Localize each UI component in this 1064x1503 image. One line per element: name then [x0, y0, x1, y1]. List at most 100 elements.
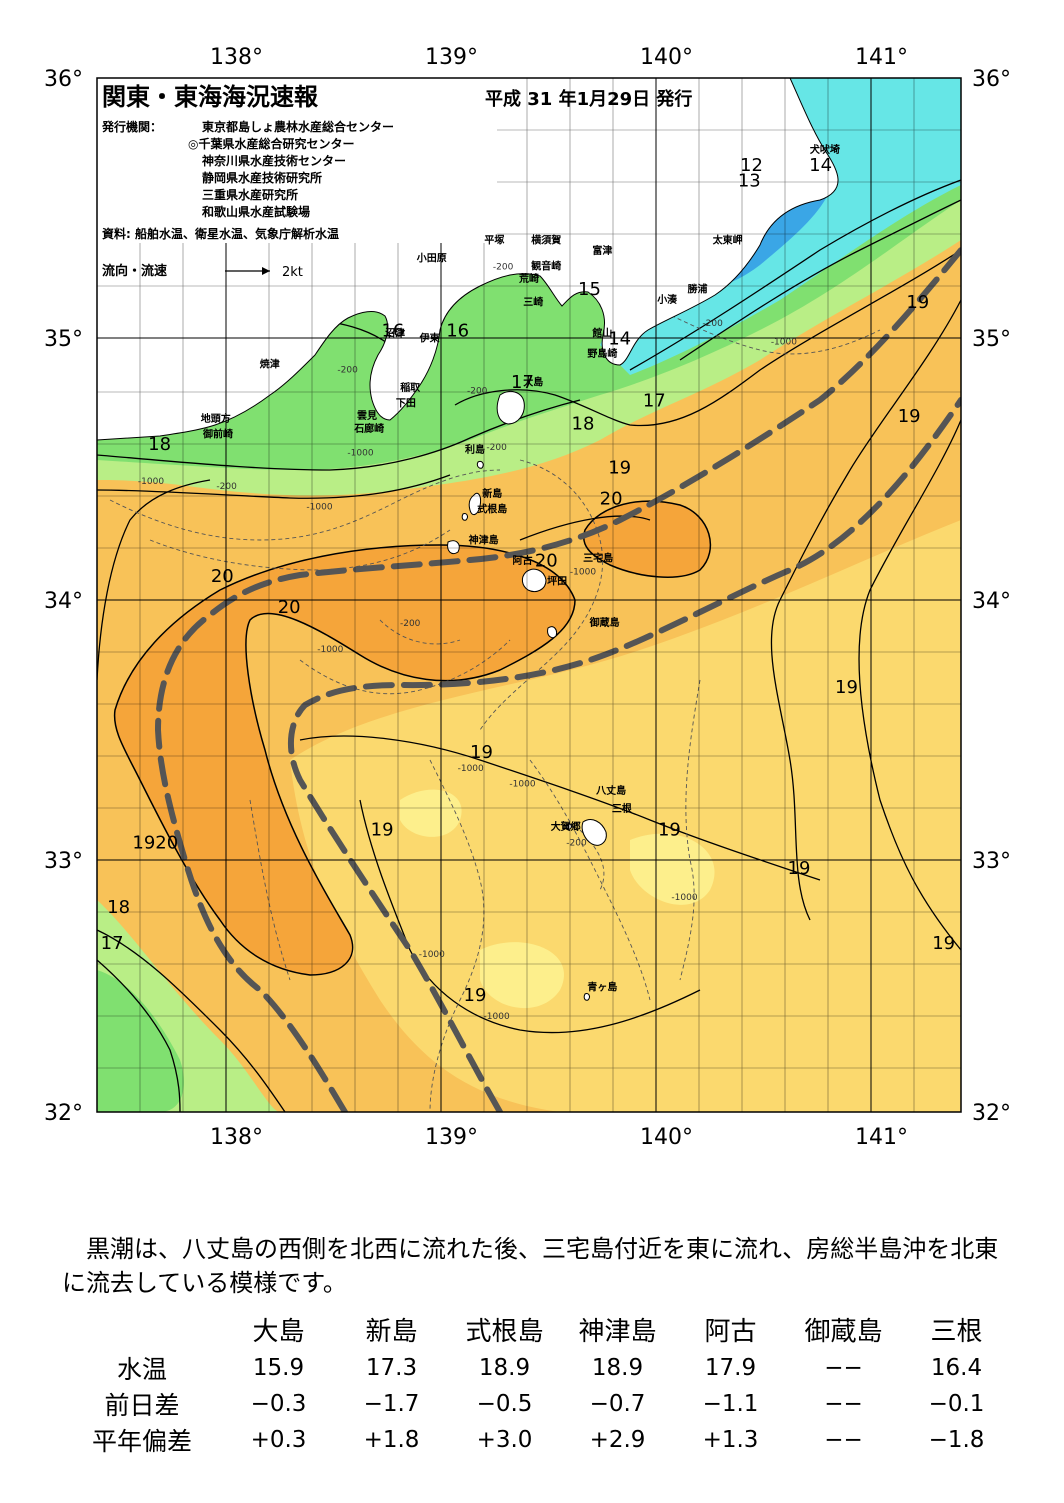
publisher-3: 神奈川県水産技術センター	[202, 153, 346, 168]
place-name: 地頭方	[201, 412, 231, 425]
lon-label-bottom-141: 141°	[855, 1125, 908, 1150]
lon-label-top-138: 138°	[210, 45, 263, 70]
isotherm-label: 19	[898, 406, 921, 427]
place-name: 三宅島	[583, 551, 613, 564]
col-header: 阿古	[704, 1316, 757, 1347]
depth-label: -1000	[306, 503, 332, 513]
place-name: 横須賀	[531, 233, 561, 246]
place-name: 八丈島	[595, 784, 626, 797]
place-name: 利島	[465, 443, 485, 456]
place-name: 野島崎	[587, 347, 617, 360]
place-name: 三根	[612, 802, 632, 815]
isotherm-label: 19	[658, 819, 681, 840]
depth-label: -1000	[509, 779, 535, 789]
isotherm-label: 17	[101, 933, 124, 954]
place-name: 御前崎	[202, 427, 233, 440]
table-cell: 15.9	[252, 1355, 305, 1381]
isotherm-label: 14	[809, 155, 832, 176]
table-cell: +1.8	[363, 1427, 420, 1453]
lat-label-right-36: 36°	[972, 67, 1011, 92]
publisher-2: ◎千葉県水産総合研究センター	[188, 136, 354, 151]
col-header: 新島	[365, 1316, 418, 1347]
isotherm-label: 19	[608, 458, 631, 479]
depth-label: -1000	[671, 893, 697, 903]
isotherm-label: 1920	[132, 832, 178, 853]
place-name: 新島	[482, 487, 502, 500]
table-cell: +0.3	[250, 1427, 307, 1453]
lat-label-left-36: 36°	[44, 67, 83, 92]
table-cell: −0.3	[250, 1391, 307, 1417]
lon-label-bottom-138: 138°	[210, 1125, 263, 1150]
isotherm-label: 20	[535, 551, 558, 572]
isotherm-label: 16	[446, 321, 469, 342]
isotherm-label: 18	[107, 897, 130, 918]
data-source: 資料: 船舶水温、衛星水温、気象庁解析水温	[102, 226, 339, 241]
depth-label: -200	[216, 482, 237, 492]
isotherm-label: 19	[371, 819, 394, 840]
place-name: 御蔵島	[589, 616, 620, 629]
depth-label: -1000	[771, 337, 797, 347]
depth-label: -200	[467, 386, 488, 396]
isotherm-label: 13	[738, 171, 761, 192]
place-name: 犬吠埼	[810, 143, 840, 156]
isotherm-label: 12	[740, 155, 763, 176]
place-name: 平塚	[484, 233, 504, 246]
lat-label-right-32: 32°	[972, 1101, 1011, 1126]
hachijo-island	[581, 819, 607, 846]
table-cell: −−	[824, 1355, 863, 1381]
island-temperature-table: 大島 新島 式根島 神津島 阿古 御蔵島 三根 水温 15.9 17.3 18.…	[62, 1308, 1013, 1458]
table-corner	[62, 1308, 222, 1350]
isotherm-label: 20	[600, 489, 623, 510]
lon-label-bottom-140: 140°	[640, 1125, 693, 1150]
publisher-4: 静岡県水産技術研究所	[202, 170, 322, 185]
depth-label: -200	[486, 443, 507, 453]
lat-label-left-32: 32°	[44, 1101, 83, 1126]
place-name: 大島	[523, 376, 543, 389]
table-cell: −0.1	[928, 1391, 985, 1417]
lat-label-right-35: 35°	[972, 327, 1011, 352]
col-header: 式根島	[465, 1316, 544, 1347]
table-cell: +2.9	[589, 1427, 646, 1453]
pale-patch-1	[400, 789, 462, 837]
place-name: 雲見	[357, 410, 377, 422]
table-cell: −−	[824, 1391, 863, 1417]
col-header: 神津島	[578, 1316, 657, 1347]
place-name: 式根島	[477, 502, 507, 515]
publisher-6: 和歌山県水産試験場	[201, 204, 310, 219]
place-name: 焼津	[260, 358, 280, 371]
depth-label: -1000	[138, 477, 164, 487]
col-header: 三根	[930, 1316, 983, 1347]
table-cell: 17.3	[365, 1355, 418, 1381]
table-cell: −−	[824, 1427, 863, 1453]
depth-label: -200	[566, 839, 587, 849]
depth-label: -1000	[458, 764, 484, 774]
flow-legend-arrowhead	[262, 267, 270, 275]
isotherm-label: 19	[464, 985, 487, 1006]
place-name: 太東岬	[712, 233, 743, 246]
publisher-1: 東京都島しょ農林水産総合センター	[202, 119, 394, 134]
place-name: 稲取	[400, 381, 421, 394]
place-name: 観音崎	[531, 259, 561, 272]
pale-patch-2	[480, 942, 564, 1009]
lon-label-bottom-139: 139°	[425, 1125, 478, 1150]
depth-label: -200	[337, 366, 358, 376]
sw-cold-water	[97, 970, 184, 1112]
depth-label: -1000	[347, 448, 373, 458]
lon-label-top-141: 141°	[855, 45, 908, 70]
table-cell: −0.7	[589, 1391, 646, 1417]
lat-label-left-33: 33°	[44, 849, 83, 874]
table-cell: −0.5	[476, 1391, 533, 1417]
isotherm-label: 19	[470, 742, 493, 763]
place-name: 館山	[591, 327, 612, 340]
miyake-island	[521, 568, 547, 593]
table-cell: 18.9	[478, 1355, 531, 1381]
isotherm-label: 19	[932, 933, 955, 954]
table-cell: 18.9	[591, 1355, 644, 1381]
table-cell: 17.9	[704, 1355, 757, 1381]
place-name: 下田	[396, 397, 416, 409]
isotherm-label: 18	[148, 434, 171, 455]
isotherm-label: 14	[608, 328, 631, 349]
isotherm-label: 16	[381, 321, 404, 342]
place-name: 小湊	[656, 293, 678, 306]
isotherm-label: 19	[835, 677, 858, 698]
